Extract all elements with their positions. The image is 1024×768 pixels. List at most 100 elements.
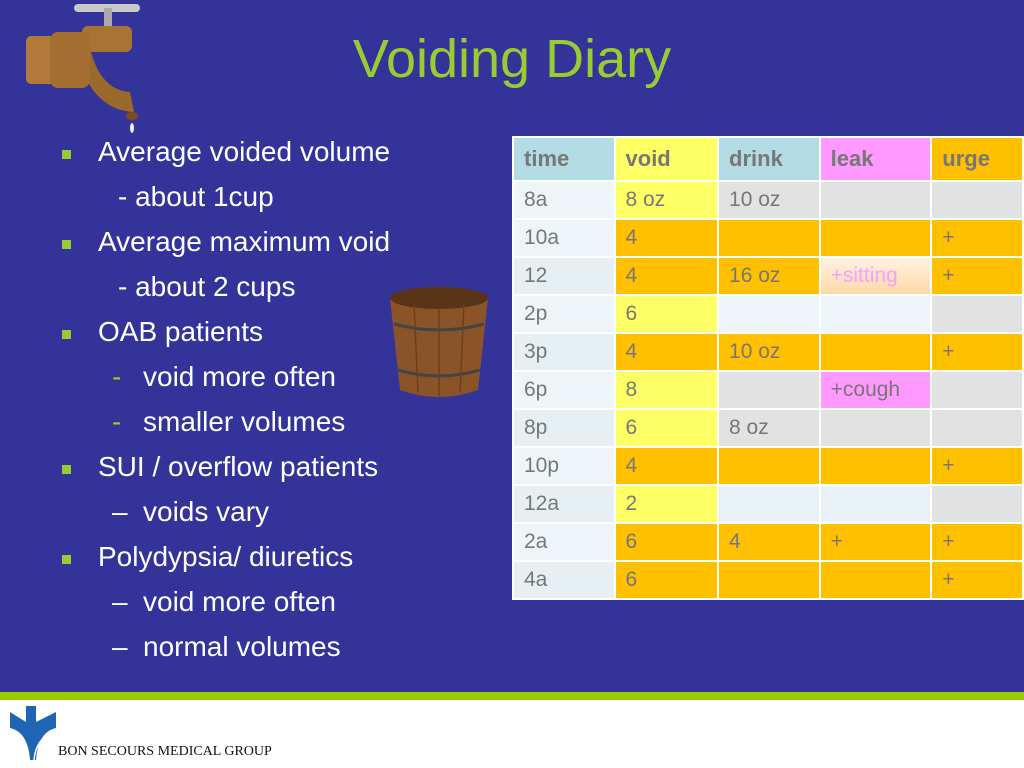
bullet-text: OAB patients (98, 316, 263, 347)
table-row: 6p 8 +cough (512, 370, 1024, 410)
bullet-text: - about 2 cups (118, 271, 296, 302)
table-row: 2p 6 (512, 294, 1024, 334)
table-cell: + (930, 522, 1024, 562)
bucket-icon (390, 287, 488, 397)
table-cell: 6p (512, 370, 616, 410)
table-cell: 4 (613, 218, 720, 258)
bullet-square-icon (62, 555, 71, 564)
table-cell (717, 560, 821, 600)
table-cell: 10 oz (717, 332, 821, 372)
accent-bar (0, 692, 1024, 700)
table-cell (818, 218, 933, 258)
table-cell (717, 484, 821, 524)
table-cell (818, 332, 933, 372)
column-header-void: void (613, 136, 720, 182)
table-cell (717, 294, 821, 334)
slide-title: Voiding Diary (352, 29, 672, 89)
table-cell (818, 446, 933, 486)
bon-secours-logo-icon (10, 706, 56, 761)
table-cell (930, 180, 1024, 220)
table-row: 3p 4 10 oz + (512, 332, 1024, 372)
table-cell: +sitting (818, 256, 933, 296)
table-cell (818, 180, 933, 220)
table-cell: +cough (818, 370, 933, 410)
bullet-dash: - (112, 406, 122, 437)
table-cell: 8 (613, 370, 720, 410)
column-header-time: time (512, 136, 616, 182)
table-cell (930, 294, 1024, 334)
table-cell: 16 oz (717, 256, 821, 296)
table-cell: 12 (512, 256, 616, 296)
table-header-row: time void drink leak urge (512, 136, 1024, 182)
table-cell: + (930, 446, 1024, 486)
table-cell (818, 408, 933, 448)
bullet-square-icon (62, 330, 71, 339)
table-cell: + (930, 218, 1024, 258)
table-cell: 6 (613, 522, 720, 562)
table-cell: 4 (613, 256, 720, 296)
table-cell: 6 (613, 560, 720, 600)
column-header-urge: urge (930, 136, 1024, 182)
bullet-square-icon (62, 150, 71, 159)
table-row: 2a 6 4 + + (512, 522, 1024, 562)
bullet-dash: – (112, 586, 128, 617)
table-cell: 4 (613, 446, 720, 486)
bullet-square-icon (62, 240, 71, 249)
table-cell (717, 446, 821, 486)
table-cell: 10p (512, 446, 616, 486)
logo-text: BON SECOURS MEDICAL GROUP (58, 744, 272, 759)
bullet-dash: – (112, 496, 128, 527)
bullet-text: void more often (143, 586, 336, 617)
table-cell: + (930, 332, 1024, 372)
table-cell (930, 408, 1024, 448)
table-cell: + (930, 256, 1024, 296)
bullet-text: void more often (143, 361, 336, 392)
bullet-text: SUI / overflow patients (98, 451, 379, 482)
bullet-text: Average maximum void (98, 226, 391, 257)
table-cell (717, 218, 821, 258)
table-row: 10p 4 + (512, 446, 1024, 486)
bullet-text: smaller volumes (143, 406, 346, 437)
table-cell (818, 294, 933, 334)
table-row: 10a 4 + (512, 218, 1024, 258)
table-cell: 2p (512, 294, 616, 334)
table-cell: 4a (512, 560, 616, 600)
table-row: 12a 2 (512, 484, 1024, 524)
table-row: 8a 8 oz 10 oz (512, 180, 1024, 220)
table-cell (717, 370, 821, 410)
table-cell: 6 (613, 294, 720, 334)
table-cell: 8a (512, 180, 616, 220)
table-row: 4a 6 + (512, 560, 1024, 600)
table-cell: + (818, 522, 933, 562)
table-cell: 10 oz (717, 180, 821, 220)
voiding-diary-table: time void drink leak urge 8a 8 oz 10 oz 10a 4 +12… (512, 136, 1024, 600)
bullet-text: Average voided volume (98, 136, 391, 167)
bullet-dash: - (112, 361, 122, 392)
table-cell (930, 370, 1024, 410)
bullet-dash: – (112, 631, 128, 662)
table-row: 8p 6 8 oz (512, 408, 1024, 448)
column-header-drink: drink (717, 136, 821, 182)
bullet-text: - about 1cup (118, 181, 274, 212)
table-cell: 8 oz (613, 180, 720, 220)
table-row: 12 4 16 oz +sitting + (512, 256, 1024, 296)
table-cell (818, 484, 933, 524)
faucet-icon (26, 4, 140, 133)
table-cell: 2a (512, 522, 616, 562)
table-cell: 4 (717, 522, 821, 562)
column-header-leak: leak (818, 136, 933, 182)
table-cell: 4 (613, 332, 720, 372)
table-cell: 8p (512, 408, 616, 448)
table-cell: + (930, 560, 1024, 600)
table-cell: 8 oz (717, 408, 821, 448)
table-cell: 3p (512, 332, 616, 372)
table-cell: 10a (512, 218, 616, 258)
bullet-text: normal volumes (143, 631, 341, 662)
bullet-text: Polydypsia/ diuretics (98, 541, 354, 572)
table-cell (930, 484, 1024, 524)
table-cell (818, 560, 933, 600)
table-cell: 12a (512, 484, 616, 524)
bullet-square-icon (62, 465, 71, 474)
bullet-text: voids vary (143, 496, 270, 527)
table-cell: 6 (613, 408, 720, 448)
